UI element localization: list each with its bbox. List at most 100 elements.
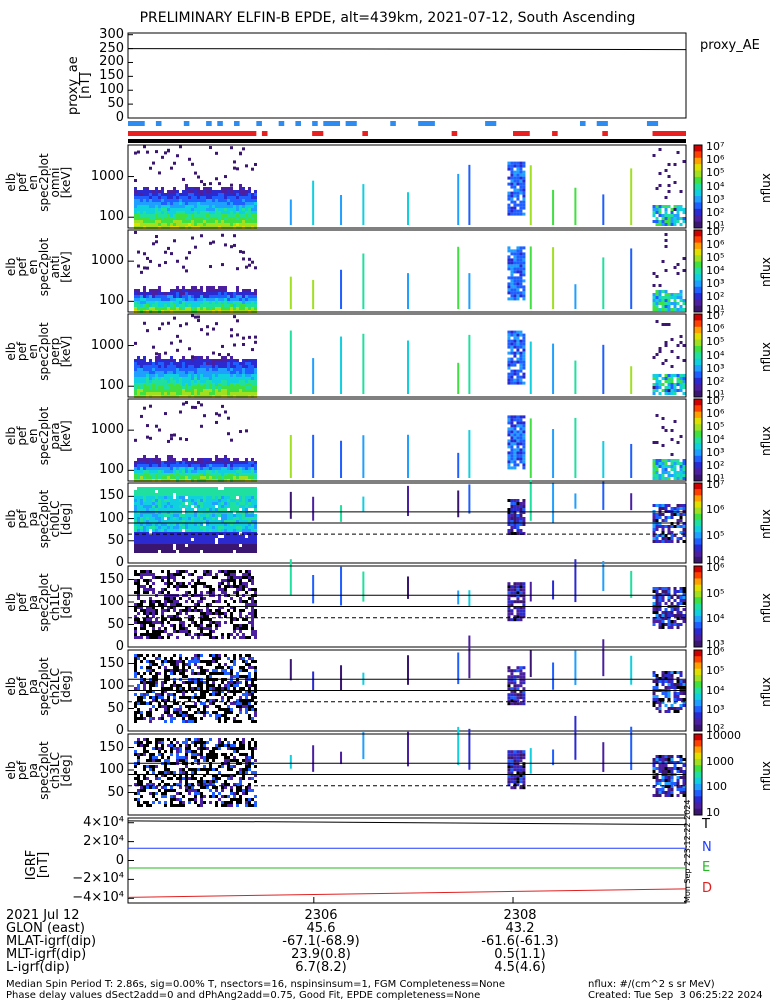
spectrogram-cell	[176, 208, 179, 211]
spectrogram-cell	[254, 223, 257, 226]
spectrogram-cell	[221, 199, 224, 202]
spectrogram-cell	[155, 205, 158, 208]
spectrogram-cell	[239, 392, 242, 395]
spectrogram-cell	[134, 627, 137, 630]
spectrogram-cell	[203, 582, 206, 585]
spectrogram-cell	[215, 368, 218, 371]
spectrogram-cell	[674, 608, 677, 611]
spectrogram-cell	[251, 380, 254, 383]
spectrogram-cell	[149, 368, 152, 371]
spectrogram-cell	[221, 493, 224, 496]
spectrogram-cell	[149, 526, 152, 529]
spectrogram-cell	[212, 702, 215, 705]
spectrogram-cell	[212, 205, 215, 208]
spectrogram-cell	[665, 587, 668, 590]
spectrogram-cell	[236, 576, 239, 579]
spectrogram-cell	[152, 517, 155, 520]
spectrogram-cell	[519, 276, 522, 279]
spectrogram-cell	[215, 202, 218, 205]
spectrogram-cell	[230, 711, 233, 714]
spectrogram-cell	[251, 526, 254, 529]
spectrogram-cell	[230, 526, 233, 529]
spectrogram-spike	[468, 335, 470, 394]
spectrogram-cell	[248, 535, 251, 538]
spectrogram-cell	[197, 187, 200, 190]
spectrogram-cell	[185, 196, 188, 199]
spectrogram-cell	[149, 496, 152, 499]
spectrogram-cell	[143, 508, 146, 511]
spectrogram-cell	[176, 154, 179, 157]
spectrogram-cell	[251, 374, 254, 377]
spectrogram-cell	[146, 693, 149, 696]
spectrogram-cell	[173, 684, 176, 687]
spectrogram-cell	[233, 627, 236, 630]
spectrogram-cell	[140, 654, 143, 657]
spectrogram-cell	[152, 499, 155, 502]
spectrogram-cell	[155, 362, 158, 365]
spectrogram-cell	[176, 223, 179, 226]
spectrogram-cell	[170, 499, 173, 502]
spectrogram-cell	[140, 307, 143, 310]
spectrogram-cell	[230, 535, 233, 538]
status-bar-segment	[513, 131, 530, 136]
spectrogram-cell	[179, 714, 182, 717]
spectrogram-cell	[137, 585, 140, 588]
spectrogram-cell	[254, 196, 257, 199]
spectrogram-cell	[510, 603, 513, 606]
spectrogram-cell	[510, 352, 513, 355]
spectrogram-cell	[170, 211, 173, 214]
spectrogram-cell	[170, 304, 173, 307]
spectrogram-cell	[218, 570, 221, 573]
spectrogram-cell	[248, 258, 251, 261]
spectrogram-cell	[254, 609, 257, 612]
spectrogram-cell	[140, 359, 143, 362]
spectrogram-cell	[134, 660, 137, 663]
spectrogram-cell	[197, 458, 200, 461]
spectrogram-cell	[242, 461, 245, 464]
spectrogram-cell	[227, 220, 230, 223]
spectrogram-cell	[203, 505, 206, 508]
spectrogram-cell	[522, 297, 525, 300]
spectrogram-cell	[215, 669, 218, 672]
spectrogram-cell	[215, 526, 218, 529]
spectrogram-cell	[236, 526, 239, 529]
spectrogram-cell	[683, 504, 686, 507]
spectrogram-cell	[182, 496, 185, 499]
spectrogram-cell	[170, 464, 173, 467]
spectrogram-cell	[137, 199, 140, 202]
spectrogram-cell	[146, 389, 149, 392]
spectrogram-cell	[167, 711, 170, 714]
spectrogram-cell	[134, 717, 137, 720]
spectrogram-cell	[221, 473, 224, 476]
spectrogram-cell	[137, 301, 140, 304]
spectrogram-cell	[662, 599, 665, 602]
spectrogram-cell	[233, 298, 236, 301]
spectrogram-cell	[519, 379, 522, 382]
spectrogram-cell	[197, 538, 200, 541]
status-bar-segment	[602, 131, 608, 136]
spectrogram-cell	[671, 608, 674, 611]
spectrogram-cell	[158, 461, 161, 464]
spectrogram-cell	[215, 455, 218, 458]
spectrogram-cell	[146, 636, 149, 639]
spectrogram-cell	[206, 333, 209, 336]
spectrogram-cell	[513, 291, 516, 294]
spectrogram-cell	[242, 496, 245, 499]
spectrogram-cell	[182, 490, 185, 493]
spectrogram-cell	[218, 720, 221, 723]
spectrogram-spike	[574, 284, 576, 309]
spectrogram-cell	[242, 618, 245, 621]
colorbar-segment	[694, 578, 702, 585]
spectrogram-cell	[653, 386, 656, 389]
spectrogram-cell	[519, 168, 522, 171]
spectrogram-cell	[149, 458, 152, 461]
spectrogram-cell	[513, 177, 516, 180]
spectrogram-cell	[236, 675, 239, 678]
spectrogram-cell	[134, 301, 137, 304]
spectrogram-cell	[197, 514, 200, 517]
spectrogram-cell	[218, 304, 221, 307]
spectrogram-cell	[680, 507, 683, 510]
spectrogram-cell	[134, 541, 137, 544]
spectrogram-cell	[236, 627, 239, 630]
spectrogram-cell	[179, 508, 182, 511]
